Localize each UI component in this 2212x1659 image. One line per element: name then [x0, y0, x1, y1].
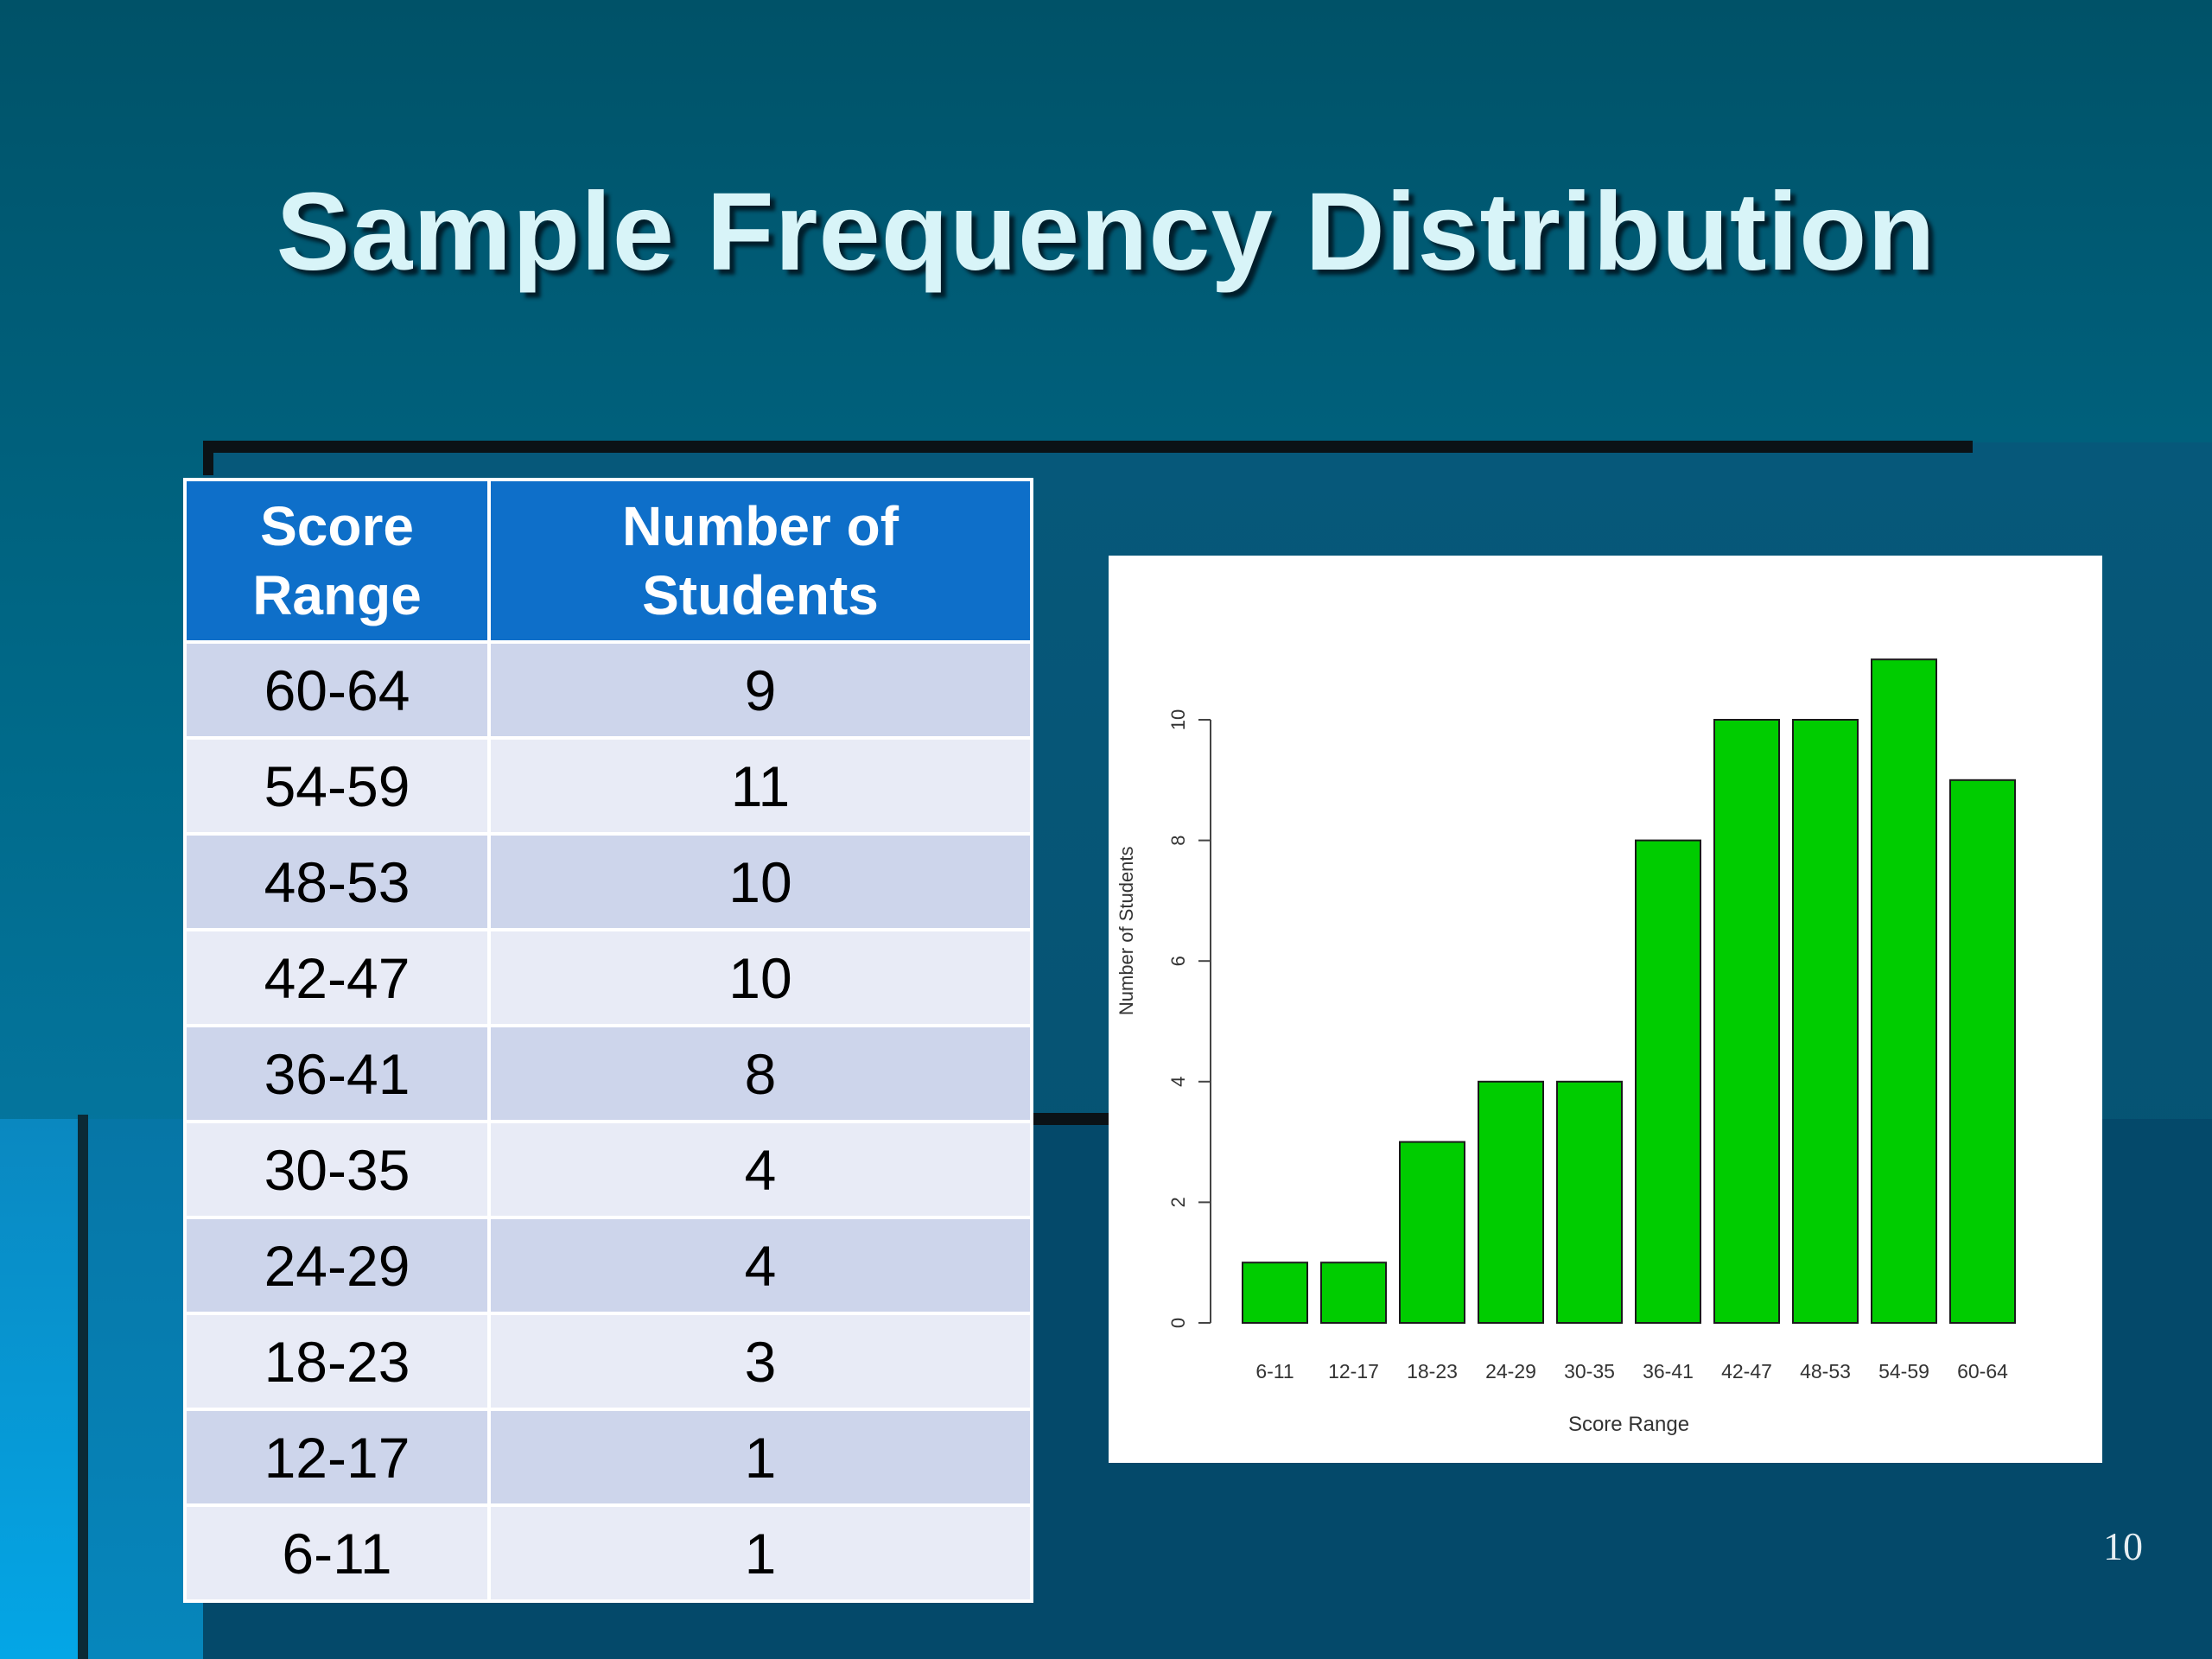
table-row: 36-41 8 [183, 1024, 1033, 1123]
x-axis-labels: 6-11 12-17 18-23 24-29 30-35 36-41 42-47 48-53 5… [1255, 1360, 2008, 1382]
bar-60-64 [1949, 779, 2016, 1324]
bars [1242, 658, 2016, 1325]
x-tick-label: 36-41 [1643, 1360, 1694, 1382]
cell-student-count: 8 [487, 1024, 1033, 1123]
cell-score-range: 48-53 [183, 832, 491, 931]
cell-student-count: 4 [487, 1120, 1033, 1219]
table-row: 18-23 3 [183, 1312, 1033, 1411]
cell-score-range: 6-11 [183, 1503, 491, 1603]
cell-score-range: 60-64 [183, 640, 491, 740]
x-tick-label: 30-35 [1564, 1360, 1615, 1382]
cell-student-count: 9 [487, 640, 1033, 740]
decorative-bar-mid [1033, 1113, 1110, 1125]
cell-student-count: 10 [487, 928, 1033, 1027]
cell-score-range: 24-29 [183, 1216, 491, 1315]
bar-6-11 [1242, 1262, 1308, 1325]
bar-48-53 [1792, 719, 1859, 1324]
bar-42-47 [1713, 719, 1780, 1324]
header-score-range: Score Range [183, 478, 491, 644]
table-row: 54-59 11 [183, 736, 1033, 836]
table-header-row: Score Range Number of Students [183, 478, 1033, 644]
header-number-of-students: Number of Students [487, 478, 1033, 644]
x-tick-label: 42-47 [1721, 1360, 1772, 1382]
cell-score-range: 30-35 [183, 1120, 491, 1219]
table-row: 12-17 1 [183, 1408, 1033, 1507]
x-tick-label: 48-53 [1800, 1360, 1851, 1382]
bar-36-41 [1635, 839, 1701, 1325]
header-line: Students [642, 564, 879, 626]
y-tick-label: 10 [1167, 709, 1189, 730]
slide-title: Sample Frequency Distribution [276, 170, 1936, 294]
x-tick-label: 18-23 [1407, 1360, 1458, 1382]
header-line: Range [252, 564, 422, 626]
y-axis: 0 2 4 6 8 10 [1167, 709, 1211, 1328]
cell-score-range: 54-59 [183, 736, 491, 836]
bar-30-35 [1556, 1080, 1623, 1324]
decorative-bar-left-edge [78, 1115, 88, 1659]
table-row: 60-64 9 [183, 640, 1033, 740]
bar-24-29 [1478, 1080, 1544, 1324]
y-axis-title: Number of Students [1116, 846, 1137, 1015]
table-row: 30-35 4 [183, 1120, 1033, 1219]
bar-12-17 [1320, 1262, 1387, 1325]
bar-18-23 [1399, 1141, 1465, 1324]
decorative-bar-top [203, 441, 1973, 453]
cell-score-range: 12-17 [183, 1408, 491, 1507]
x-tick-label: 60-64 [1957, 1360, 2008, 1382]
cell-student-count: 10 [487, 832, 1033, 931]
table-row: 42-47 10 [183, 928, 1033, 1027]
header-line: Score [260, 495, 414, 557]
frequency-table: Score Range Number of Students 60-64 9 5… [183, 478, 1033, 1603]
x-tick-label: 24-29 [1485, 1360, 1536, 1382]
cell-student-count: 4 [487, 1216, 1033, 1315]
x-axis-title: Score Range [1568, 1413, 1689, 1436]
cell-score-range: 42-47 [183, 928, 491, 1027]
cell-student-count: 11 [487, 736, 1033, 836]
table-row: 48-53 10 [183, 832, 1033, 931]
y-tick-label: 2 [1167, 1197, 1189, 1207]
histogram-chart: 0 2 4 6 8 10 6-11 12-17 18-23 24-29 30-35 36-41 42-… [1109, 556, 2102, 1463]
x-tick-label: 54-59 [1878, 1360, 1929, 1382]
page-number: 10 [2103, 1524, 2143, 1568]
x-tick-label: 12-17 [1328, 1360, 1379, 1382]
x-tick-label: 6-11 [1255, 1360, 1294, 1382]
y-tick-label: 4 [1167, 1077, 1189, 1087]
header-line: Number of [622, 495, 899, 557]
chart-svg: 0 2 4 6 8 10 6-11 12-17 18-23 24-29 30-35 36-41 42-… [1116, 658, 2016, 1436]
cell-score-range: 36-41 [183, 1024, 491, 1123]
bar-54-59 [1871, 658, 1937, 1324]
y-tick-label: 0 [1167, 1318, 1189, 1328]
cell-student-count: 1 [487, 1408, 1033, 1507]
decorative-bar-left [203, 441, 213, 475]
table-row: 6-11 1 [183, 1503, 1033, 1603]
y-tick-label: 6 [1167, 956, 1189, 966]
cell-student-count: 1 [487, 1503, 1033, 1603]
cell-score-range: 18-23 [183, 1312, 491, 1411]
cell-student-count: 3 [487, 1312, 1033, 1411]
table-row: 24-29 4 [183, 1216, 1033, 1315]
background-left-strip [78, 1119, 203, 1659]
y-tick-label: 8 [1167, 835, 1189, 845]
